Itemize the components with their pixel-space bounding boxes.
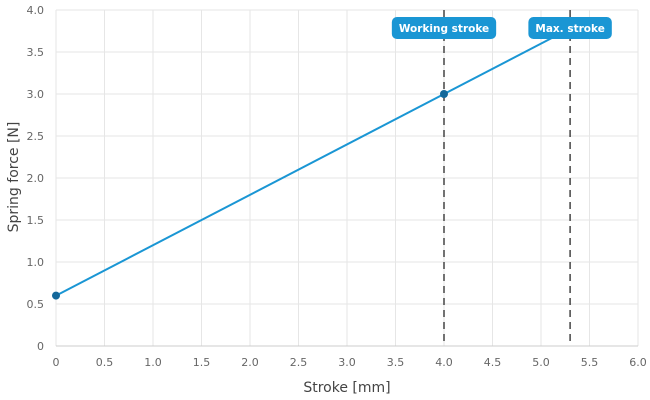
y-tick-label: 3.5 (27, 46, 45, 59)
x-tick-label: 2.0 (241, 356, 259, 369)
x-tick-label: 5.5 (581, 356, 599, 369)
plot-area (55, 27, 571, 297)
y-tick-label: 2.0 (27, 172, 45, 185)
x-tick-label: 4.5 (484, 356, 502, 369)
x-tick-label: 0 (53, 356, 60, 369)
annotation-label: Max. stroke (535, 23, 604, 35)
x-tick-label: 3.0 (338, 356, 356, 369)
data-point (52, 291, 60, 300)
y-tick-label: 0.5 (27, 298, 45, 311)
y-tick-label: 1.5 (27, 214, 45, 227)
x-tick-label: 4.0 (435, 356, 453, 369)
x-tick-label: 6.0 (629, 356, 647, 369)
data-point (440, 90, 448, 98)
annotations: Working stroke Max. stroke (52, 10, 612, 346)
x-tick-label: 2.5 (290, 356, 308, 369)
grid-lines (55, 9, 639, 347)
x-tick-label: 3.5 (387, 356, 405, 369)
y-tick-label: 4.0 (27, 4, 45, 17)
annotation-flag (391, 17, 497, 39)
y-axis-title: Spring force [N] (6, 122, 22, 233)
x-tick-label: 5.0 (532, 356, 550, 369)
series-line (55, 27, 571, 297)
y-tick-label: 3.0 (27, 88, 45, 101)
x-tick-label: 0.5 (96, 356, 114, 369)
y-tick-label: 2.5 (27, 130, 45, 143)
x-axis-title: Stroke [mm] (303, 380, 390, 396)
annotation-flag (528, 17, 612, 39)
y-tick-label: 0 (37, 340, 44, 353)
x-tick-label: 1.5 (193, 356, 211, 369)
y-tick-label: 1.0 (27, 256, 45, 269)
axes: 0 0.5 1.0 1.5 2.0 2.5 3.0 3.5 4.0 4.5 5.0 5.5 6.0 0 0.… (27, 4, 647, 369)
x-tick-label: 1.0 (144, 356, 162, 369)
annotation-label: Working stroke (399, 23, 489, 35)
